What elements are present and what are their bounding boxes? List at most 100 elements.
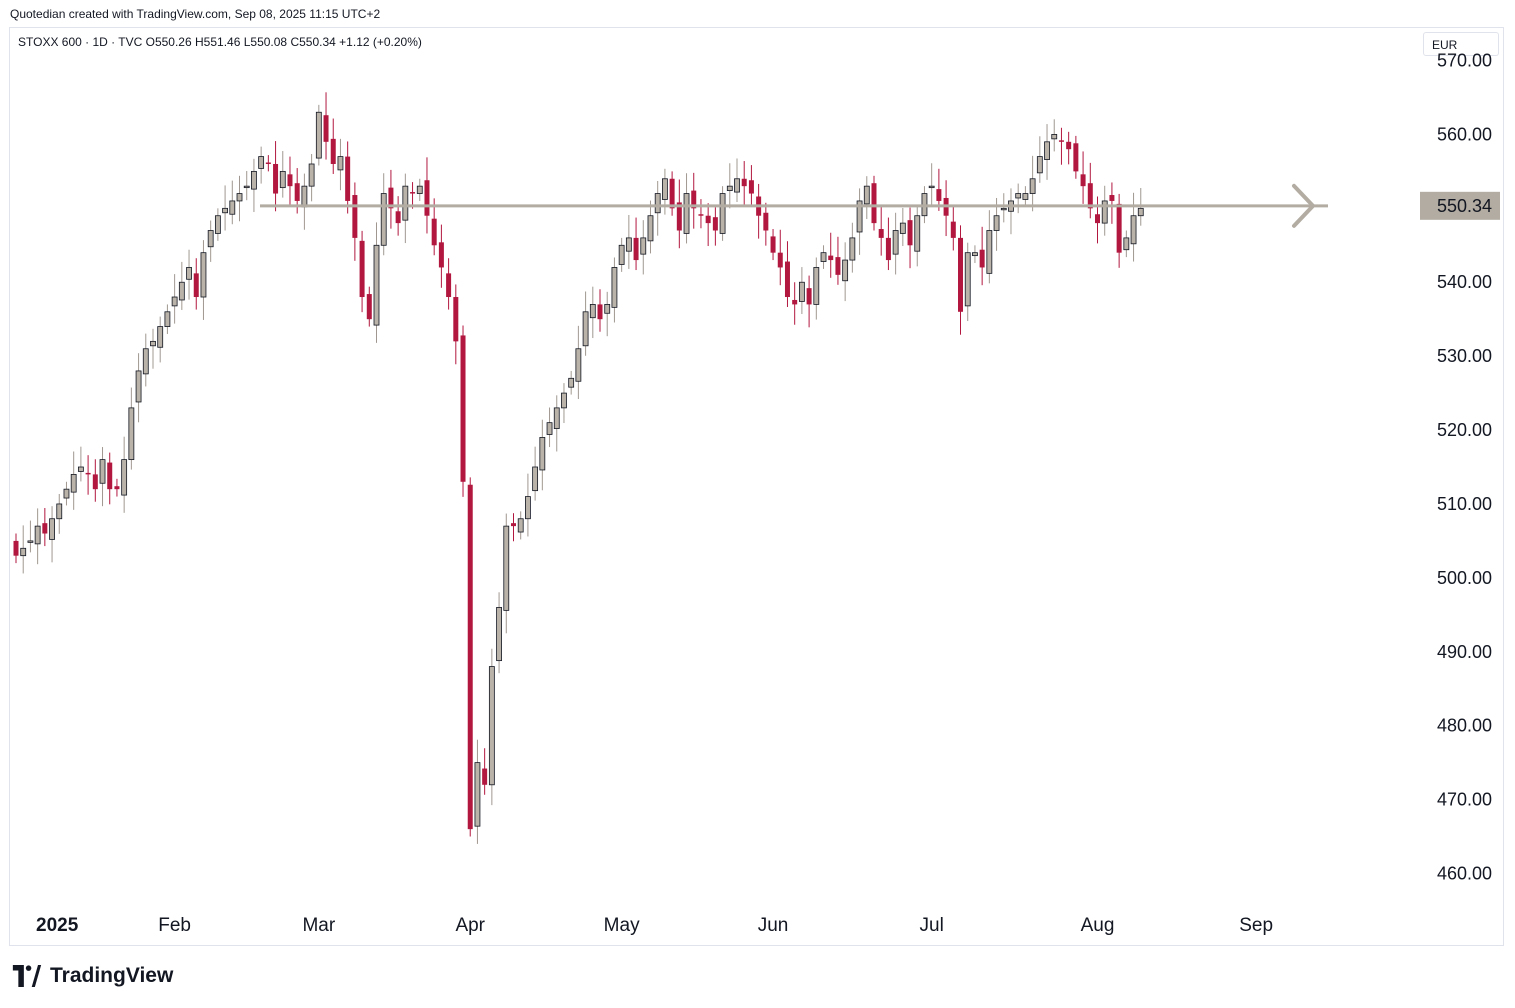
candle[interactable] — [763, 202, 769, 246]
candle[interactable] — [1130, 192, 1137, 262]
time-axis[interactable]: 2025 Feb Mar Apr May Jun Jul Aug Sep — [36, 915, 1273, 936]
candle[interactable] — [416, 178, 423, 201]
candle[interactable] — [20, 525, 27, 574]
candle[interactable] — [315, 104, 322, 166]
candle[interactable] — [943, 180, 949, 237]
candle[interactable] — [1022, 186, 1029, 207]
candle[interactable] — [380, 173, 387, 256]
candle[interactable] — [330, 118, 336, 174]
candle[interactable] — [34, 508, 41, 565]
candle[interactable] — [178, 261, 185, 310]
candle[interactable] — [135, 353, 142, 423]
candle[interactable] — [1073, 135, 1079, 179]
candle[interactable] — [1080, 151, 1086, 204]
candle[interactable] — [842, 242, 849, 302]
candle[interactable] — [871, 175, 877, 231]
candle[interactable] — [683, 173, 690, 244]
candle[interactable] — [582, 291, 589, 356]
candle[interactable] — [482, 748, 488, 795]
candle[interactable] — [958, 225, 964, 335]
symbol-legend[interactable]: STOXX 600 · 1D · TVC O550.26 H551.46 L55… — [18, 35, 422, 49]
candle[interactable] — [691, 172, 697, 229]
candle[interactable] — [813, 257, 820, 320]
candle[interactable] — [402, 173, 409, 244]
candle[interactable] — [597, 289, 603, 332]
candle[interactable] — [63, 481, 70, 506]
candle[interactable] — [301, 173, 308, 230]
currency-selector[interactable]: EUR — [1423, 32, 1499, 56]
candle[interactable] — [395, 196, 401, 236]
candle[interactable] — [856, 188, 863, 255]
candle[interactable] — [705, 203, 711, 247]
candle[interactable] — [1058, 127, 1064, 165]
candle[interactable] — [279, 151, 286, 198]
candle[interactable] — [287, 156, 293, 207]
candle[interactable] — [150, 328, 156, 369]
candle[interactable] — [453, 284, 459, 365]
candle[interactable] — [1051, 119, 1058, 152]
candle[interactable] — [517, 511, 524, 540]
candle[interactable] — [568, 370, 575, 395]
candle[interactable] — [792, 282, 798, 325]
candle[interactable] — [777, 229, 783, 286]
candle[interactable] — [345, 141, 351, 214]
candle[interactable] — [99, 447, 106, 507]
candle[interactable] — [77, 446, 84, 482]
candle[interactable] — [820, 245, 827, 269]
candle[interactable] — [885, 217, 891, 271]
candle[interactable] — [214, 208, 221, 241]
candle[interactable] — [128, 387, 135, 470]
candle[interactable] — [1095, 196, 1100, 244]
candle[interactable] — [70, 451, 77, 510]
candle[interactable] — [510, 513, 516, 542]
candle[interactable] — [207, 220, 214, 262]
candle[interactable] — [798, 267, 805, 315]
candle[interactable] — [474, 739, 481, 844]
candle[interactable] — [56, 493, 63, 534]
candle[interactable] — [546, 407, 553, 448]
candle[interactable] — [863, 176, 870, 220]
candle[interactable] — [488, 648, 495, 806]
candle[interactable] — [662, 168, 668, 215]
candle[interactable] — [849, 222, 856, 273]
tradingview-brand[interactable]: TradingView — [12, 964, 173, 988]
candle[interactable] — [914, 205, 921, 267]
candle[interactable] — [1000, 193, 1007, 223]
candle[interactable] — [42, 508, 48, 547]
candle[interactable] — [431, 198, 437, 256]
candle[interactable] — [1044, 124, 1050, 180]
candle[interactable] — [950, 206, 956, 251]
candle[interactable] — [1066, 131, 1072, 165]
candle[interactable] — [734, 158, 740, 203]
candle[interactable] — [835, 236, 841, 285]
candle[interactable] — [1029, 155, 1036, 212]
candle[interactable] — [928, 163, 935, 206]
candle[interactable] — [669, 171, 675, 216]
candle[interactable] — [539, 419, 546, 491]
candle[interactable] — [251, 158, 257, 213]
candle[interactable] — [640, 220, 647, 275]
candle[interactable] — [258, 146, 265, 184]
candle[interactable] — [561, 383, 567, 424]
candle[interactable] — [878, 206, 884, 256]
candle[interactable] — [784, 241, 790, 307]
candle[interactable] — [243, 171, 250, 201]
candle[interactable] — [525, 473, 531, 537]
candle[interactable] — [575, 325, 582, 400]
candle[interactable] — [229, 180, 236, 225]
candle[interactable] — [1109, 182, 1115, 224]
candle[interactable] — [410, 182, 416, 209]
candle[interactable] — [654, 180, 661, 236]
candle[interactable] — [1101, 185, 1108, 236]
candle[interactable] — [726, 163, 733, 209]
candle[interactable] — [496, 592, 502, 674]
candle[interactable] — [972, 245, 978, 264]
candle[interactable] — [964, 242, 971, 322]
candle[interactable] — [236, 175, 243, 222]
candle[interactable] — [986, 210, 993, 284]
candle[interactable] — [907, 207, 913, 269]
candle[interactable] — [625, 214, 632, 269]
candle[interactable] — [1123, 230, 1130, 258]
candle[interactable] — [107, 452, 113, 505]
price-axis[interactable]: 570.00560.00550.00540.00530.00520.00510.… — [1437, 51, 1492, 884]
